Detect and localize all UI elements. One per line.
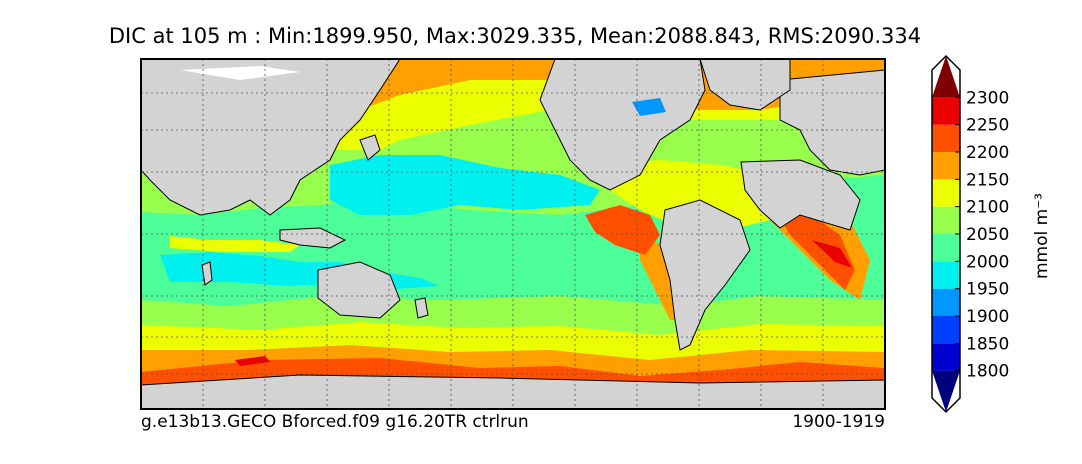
land-africa <box>740 159 861 231</box>
arctic-ice-gap <box>180 66 300 80</box>
land-europe <box>779 69 885 176</box>
land-greenland <box>699 59 791 111</box>
contour-2250-benguela <box>770 200 855 290</box>
colorbar-segment <box>932 97 960 125</box>
land-new-zealand <box>414 297 429 319</box>
colorbar-segments <box>931 54 961 414</box>
colorbar-segment <box>932 124 960 152</box>
colorbar-outline <box>931 54 961 414</box>
land-australia <box>317 261 401 319</box>
land-south-america <box>659 199 751 351</box>
colorbar-segment <box>932 179 960 207</box>
hudson-bay-patch <box>632 98 666 116</box>
colorbar-label: mmol m⁻³ <box>1032 193 1052 279</box>
colorbar-tick-label: 1850 <box>966 334 1009 354</box>
contour-2150-arabian <box>170 236 300 252</box>
colorbar-extend-high <box>932 56 960 98</box>
colorbar-tick-label: 1900 <box>966 307 1009 327</box>
colorbar-tick-label: 1950 <box>966 280 1009 300</box>
chart-title: DIC at 105 m : Min:1899.950, Max:3029.33… <box>108 24 922 48</box>
land-madagascar <box>201 261 213 286</box>
time-range: 1900-1919 <box>792 412 885 432</box>
colorbar-extend-low <box>932 370 960 412</box>
colorbar-tick-label: 1800 <box>966 362 1009 382</box>
colorbar-segment <box>932 152 960 180</box>
colorbar-tick-label: 2150 <box>966 170 1009 190</box>
colorbar-tick-label: 2050 <box>966 225 1009 245</box>
land-eurasia <box>141 59 401 216</box>
map-frame <box>140 58 886 410</box>
land-indonesia <box>279 227 347 249</box>
colorbar-tick-label: 2300 <box>966 88 1009 108</box>
graticule <box>141 59 885 409</box>
contour-2250-eastern-pacific <box>585 205 660 255</box>
colorbar-tick-label: 2000 <box>966 252 1009 272</box>
run-name: g.e13b13.GECO Bforced.f09 g16.20TR ctrlr… <box>141 412 529 432</box>
colorbar-segment <box>932 288 960 316</box>
contour-2300-southern <box>235 356 270 366</box>
land-north-america <box>539 59 706 191</box>
colorbar-segment <box>932 206 960 234</box>
colorbar-tick-label: 2250 <box>966 116 1009 136</box>
colorbar-tick-label: 2100 <box>966 198 1009 218</box>
colorbar-tick-label: 2200 <box>966 143 1009 163</box>
colorbar-segment <box>932 343 960 371</box>
land-japan <box>359 134 381 161</box>
colorbar-segment <box>932 261 960 289</box>
colorbar-segment <box>932 234 960 262</box>
colorbar-ticks: 1800 1850 1900 1950 2000 2050 2100 2150 2200 2250… <box>955 88 1009 382</box>
contour-2000-north-pacific <box>330 155 600 215</box>
colorbar-segment <box>932 316 960 344</box>
contour-2300-benguela <box>812 240 852 268</box>
